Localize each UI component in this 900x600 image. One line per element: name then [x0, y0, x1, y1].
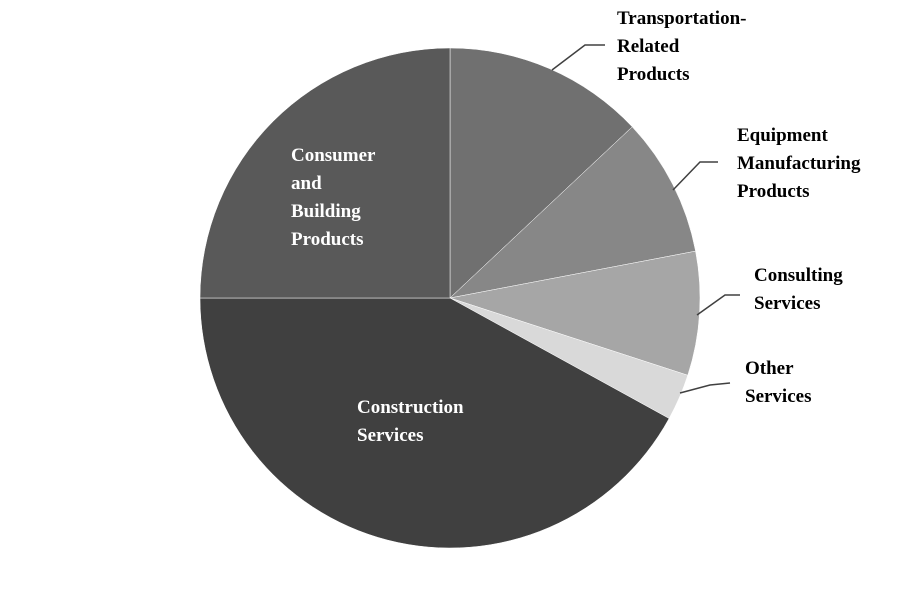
pie-slice	[199, 297, 670, 549]
leader-line	[672, 161, 718, 191]
pie-slice	[449, 47, 633, 299]
slice-label: Consulting Services	[754, 265, 847, 314]
pie-slice	[199, 47, 451, 299]
pie-slice	[449, 126, 696, 299]
slice-label: Consumer and Building Products	[291, 145, 380, 250]
slice-label: Equipment Manufacturing Products	[737, 125, 865, 202]
leader-line	[679, 382, 731, 394]
slice-label: Transportation-Related Products	[617, 8, 746, 85]
slice-label: Construction Services	[357, 397, 468, 446]
leader-line	[696, 294, 740, 316]
leader-line	[551, 44, 605, 71]
slice-label: Other Services	[745, 358, 811, 407]
